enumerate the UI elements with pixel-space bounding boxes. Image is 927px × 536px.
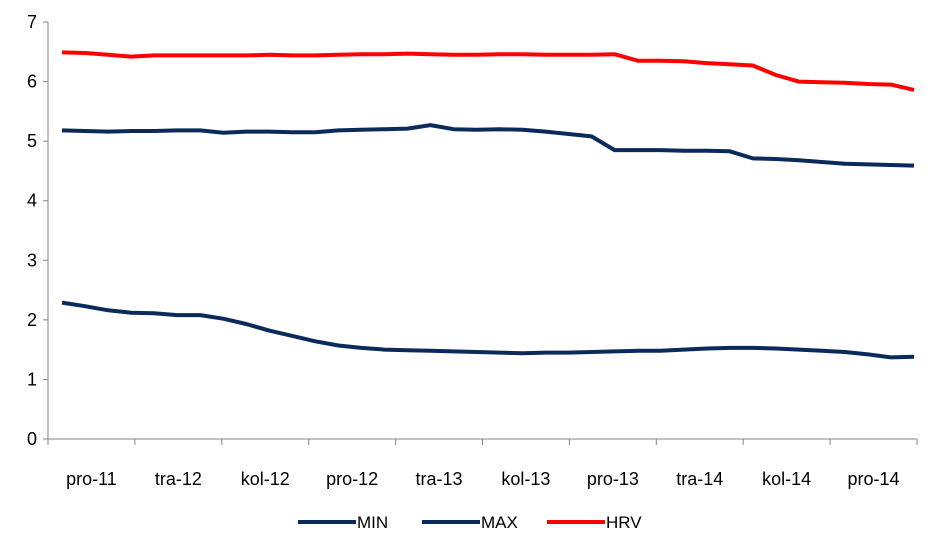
x-tick-label: tra-12 xyxy=(155,469,202,489)
series-layer xyxy=(61,50,915,360)
x-tick-label: kol-13 xyxy=(501,469,550,489)
x-tick-label: pro-11 xyxy=(66,469,117,489)
x-tick-label: tra-13 xyxy=(416,469,463,489)
x-tick-label: pro-12 xyxy=(326,469,378,489)
x-tick-label: kol-12 xyxy=(241,469,290,489)
y-tick-label: 0 xyxy=(27,429,37,449)
x-tick-label: pro-13 xyxy=(587,469,639,489)
legend-label-min: MIN xyxy=(357,513,388,532)
series-line-min xyxy=(61,300,915,360)
chart-legend: MIN MAX HRV xyxy=(298,513,642,532)
x-tick-label: kol-14 xyxy=(762,469,811,489)
x-tick-label: pro-14 xyxy=(848,469,900,489)
x-tick-label: tra-14 xyxy=(676,469,723,489)
y-tick-label: 4 xyxy=(27,191,37,211)
y-tick-label: 5 xyxy=(27,131,37,151)
y-tick-label: 3 xyxy=(27,250,37,270)
legend-label-max: MAX xyxy=(481,513,518,532)
y-tick-label: 7 xyxy=(27,12,37,32)
chart-axes: 0 1 2 3 4 5 6 7 pro-11 tra-12 kol-12 pro-12 tra-13 ko… xyxy=(27,12,918,489)
legend-label-hrv: HRV xyxy=(606,513,642,532)
series-line-hrv xyxy=(61,50,915,92)
series-line-max xyxy=(61,123,915,168)
y-tick-label: 1 xyxy=(27,369,37,389)
y-tick-label: 2 xyxy=(27,310,37,330)
y-tick-label: 6 xyxy=(27,72,37,92)
